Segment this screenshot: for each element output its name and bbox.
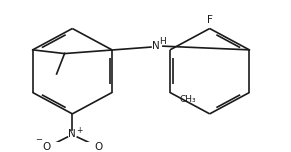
Text: −: − bbox=[35, 135, 42, 144]
Text: N: N bbox=[152, 41, 160, 51]
Text: CH₃: CH₃ bbox=[179, 95, 196, 104]
Text: F: F bbox=[207, 15, 213, 25]
Text: H: H bbox=[159, 37, 166, 46]
Text: O: O bbox=[94, 142, 102, 152]
Text: +: + bbox=[76, 126, 83, 135]
Text: O: O bbox=[42, 142, 51, 152]
Text: N: N bbox=[68, 129, 76, 139]
